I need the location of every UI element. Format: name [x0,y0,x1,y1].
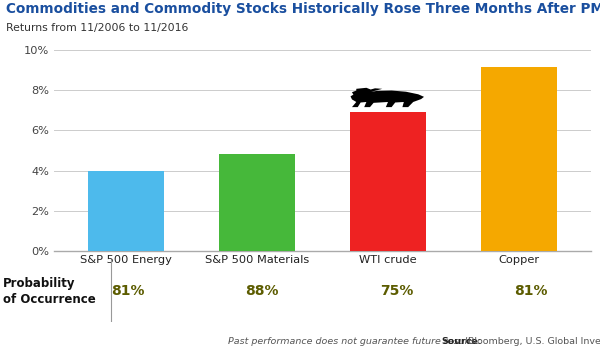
Text: Commodities and Commodity Stocks Historically Rose Three Months After PMI “Cross: Commodities and Commodity Stocks Histori… [6,2,600,16]
Text: 81%: 81% [514,284,547,298]
Bar [481,67,557,251]
PathPatch shape [350,88,424,107]
Text: Past performance does not guarantee future results.: Past performance does not guarantee futu… [228,337,479,346]
Bar [88,171,164,251]
Text: 88%: 88% [245,284,279,298]
Text: Source:: Source: [441,337,482,346]
Bar [350,112,426,251]
Text: 81%: 81% [111,284,145,298]
Text: Probability
of Occurrence: Probability of Occurrence [3,277,96,305]
Text: 75%: 75% [380,284,413,298]
Text: Bloomberg, U.S. Global Investors: Bloomberg, U.S. Global Investors [465,337,600,346]
Text: Returns from 11/2006 to 11/2016: Returns from 11/2006 to 11/2016 [6,23,188,33]
Bar [219,154,295,251]
